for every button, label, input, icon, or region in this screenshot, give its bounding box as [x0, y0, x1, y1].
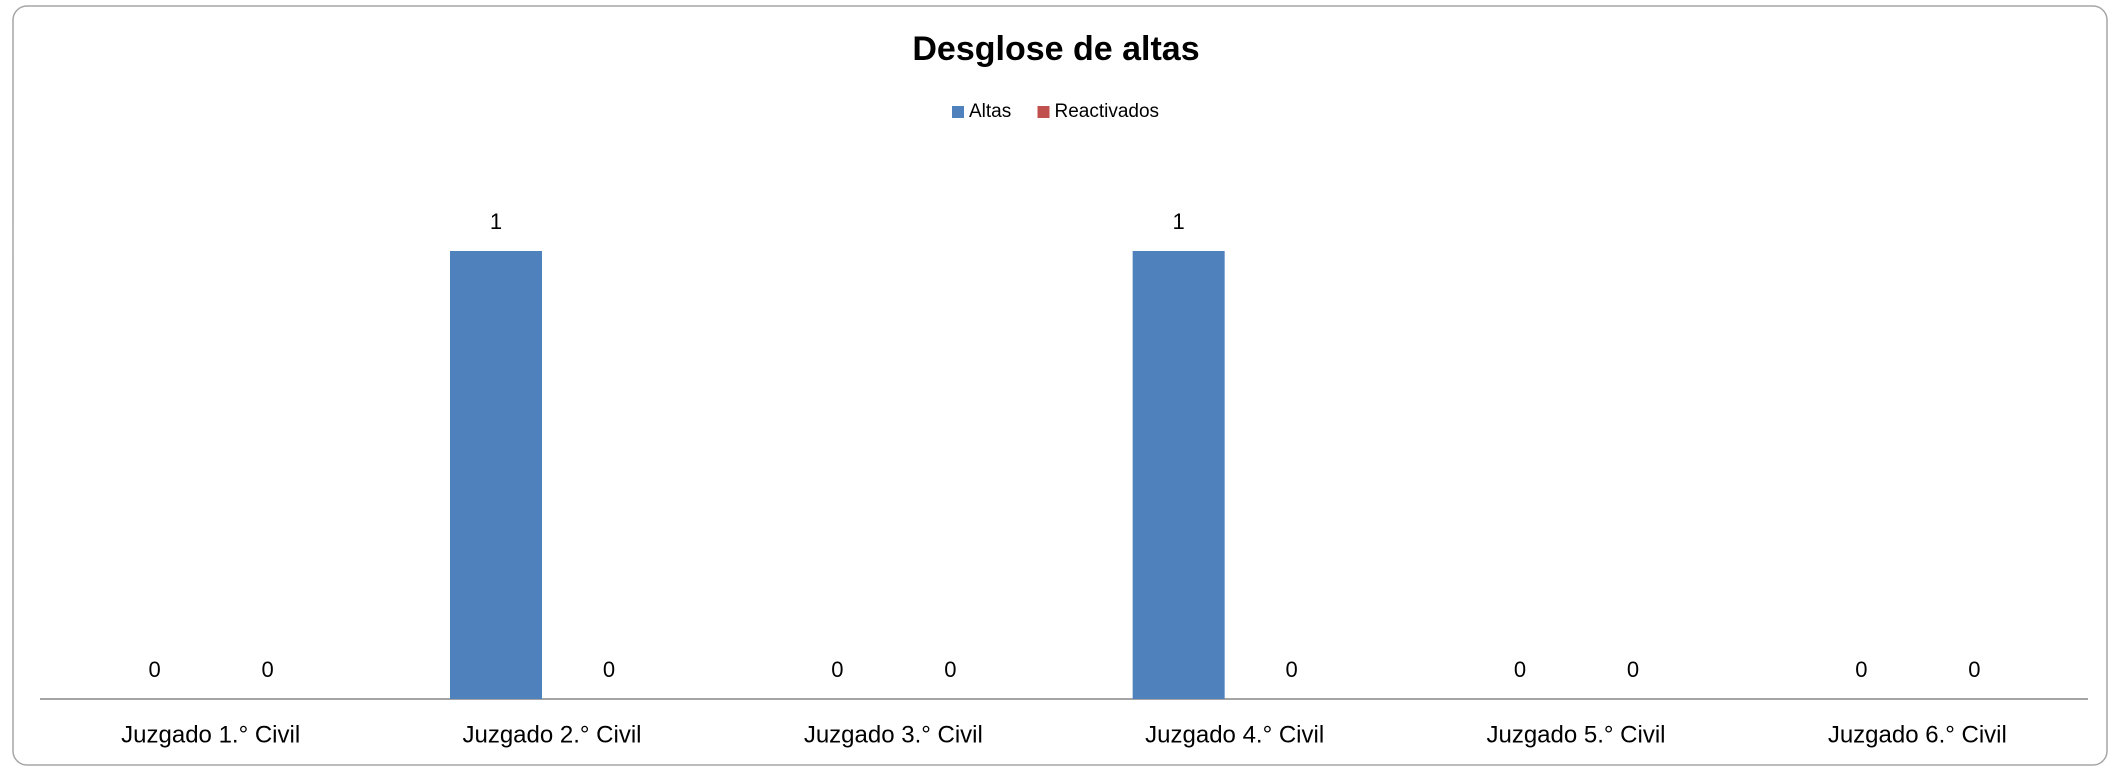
data-label: 0: [1968, 657, 1980, 682]
legend-label: Reactivados: [1055, 101, 1160, 122]
chart-title: Desglose de altas: [912, 30, 1199, 68]
data-label: 1: [1173, 209, 1185, 234]
data-label: 0: [1627, 657, 1639, 682]
bar: [1132, 251, 1225, 699]
data-label: 0: [1855, 657, 1867, 682]
bar: [450, 251, 542, 699]
legend-swatch: [1037, 106, 1050, 118]
data-label: 0: [1514, 657, 1526, 682]
data-label: 0: [944, 657, 956, 682]
x-tick-label: Juzgado 3.° Civil: [804, 721, 983, 748]
data-label: 0: [831, 657, 843, 682]
data-label: 1: [490, 209, 502, 234]
x-tick-label: Juzgado 4.° Civil: [1145, 721, 1324, 748]
legend-label: Altas: [969, 101, 1011, 122]
legend-swatch: [952, 106, 964, 118]
data-label: 0: [1286, 657, 1298, 682]
data-label: 0: [262, 657, 274, 682]
x-tick-label: Juzgado 5.° Civil: [1486, 721, 1665, 748]
x-tick-label: Juzgado 2.° Civil: [462, 721, 641, 748]
data-label: 0: [603, 657, 615, 682]
x-tick-label: Juzgado 6.° Civil: [1828, 721, 2007, 748]
x-tick-label: Juzgado 1.° Civil: [121, 721, 300, 748]
data-label: 0: [149, 657, 161, 682]
